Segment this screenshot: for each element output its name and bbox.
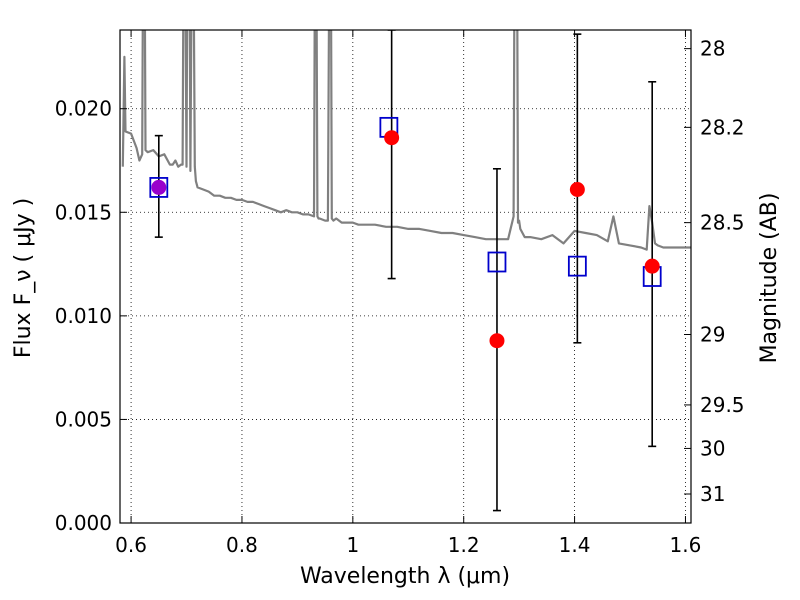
- y2-tick-label-3: 29: [700, 323, 725, 347]
- x-tick-label-5: 1.6: [670, 533, 702, 557]
- plot-background: [120, 30, 691, 523]
- y2-tick-label-4: 29.5: [700, 393, 745, 417]
- y2-tick-label-0: 28: [700, 37, 725, 61]
- x-tick-label-3: 1.2: [448, 533, 480, 557]
- y-tick-label-3: 0.015: [55, 200, 112, 224]
- observed-point-0: [151, 179, 167, 195]
- plot-frame: [119, 29, 692, 524]
- observed-flux-series: [151, 130, 660, 349]
- y2-tick-label-1: 28.2: [700, 115, 745, 139]
- x-tick-label-2: 1: [346, 533, 359, 557]
- x-tick-label-4: 1.4: [559, 533, 591, 557]
- model-square-0: [149, 177, 169, 198]
- model-square-2: [487, 251, 507, 273]
- y2-tick-label-5: 30: [700, 436, 725, 460]
- y-tick-label-2: 0.010: [55, 304, 112, 328]
- x-tick-label-0: 0.6: [115, 533, 147, 557]
- y-tick-label-1: 0.005: [55, 407, 112, 431]
- y2-tick-label-6: 31: [700, 482, 725, 506]
- x-axis-title: Wavelength λ (μm): [300, 564, 510, 589]
- observed-point-3: [569, 182, 585, 197]
- model-square-3: [567, 255, 587, 277]
- y2-tick-label-2: 28.5: [700, 211, 745, 235]
- axis-ticks: [120, 30, 691, 524]
- y-tick-label-4: 0.020: [55, 97, 112, 121]
- x-tick-labels: 0.6 0.8 1 1.2 1.4 1.6: [115, 533, 701, 557]
- y-tick-label-0: 0.000: [55, 511, 112, 535]
- y2-tick-labels: 28 28.2 28.5 29 29.5 30 31: [700, 37, 745, 506]
- model-spectrum: [121, 30, 691, 251]
- observed-point-4: [644, 258, 660, 274]
- spectrum-line: [121, 30, 691, 251]
- x-tick-label-1: 0.8: [226, 533, 258, 557]
- observed-point-1: [384, 130, 400, 146]
- y-tick-labels: 0.000 0.005 0.010 0.015 0.020: [55, 97, 112, 535]
- observed-point-2: [489, 333, 505, 349]
- y-axis-title: Flux F_ν ( μJy ): [11, 198, 36, 358]
- y2-axis-title: Magnitude (AB): [757, 193, 782, 364]
